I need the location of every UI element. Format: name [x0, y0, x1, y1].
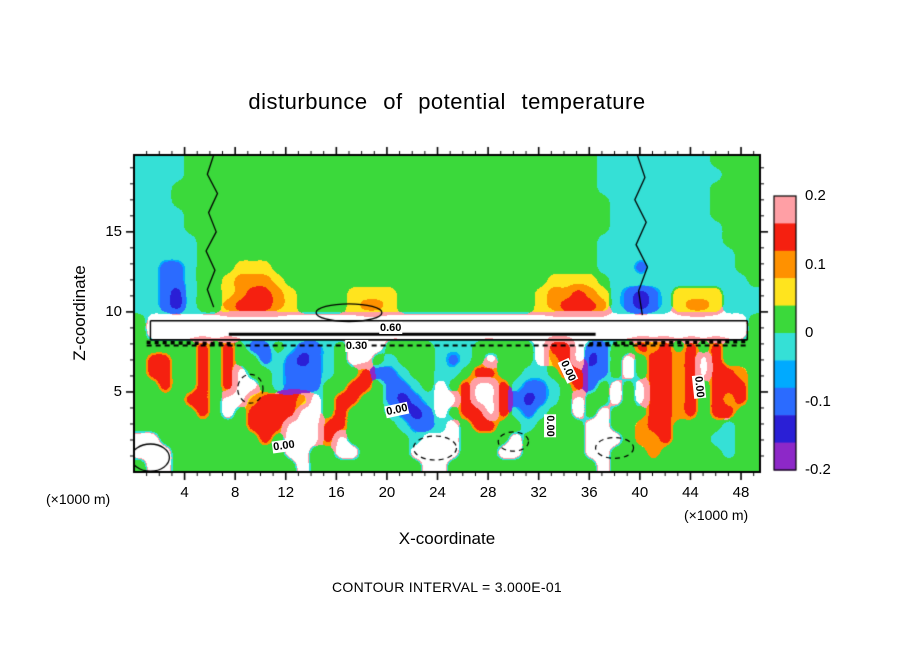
x-unit-right: (×1000 m) — [684, 507, 749, 523]
chart-title: disturbunce of potential temperature — [248, 89, 646, 114]
contour-interval-caption: CONTOUR INTERVAL = 3.000E-01 — [331, 579, 563, 595]
x-axis-label: X-coordinate — [398, 529, 496, 548]
y-axis-label: Z-coordinate — [70, 265, 89, 361]
x-unit-left: (×1000 m) — [46, 491, 111, 507]
